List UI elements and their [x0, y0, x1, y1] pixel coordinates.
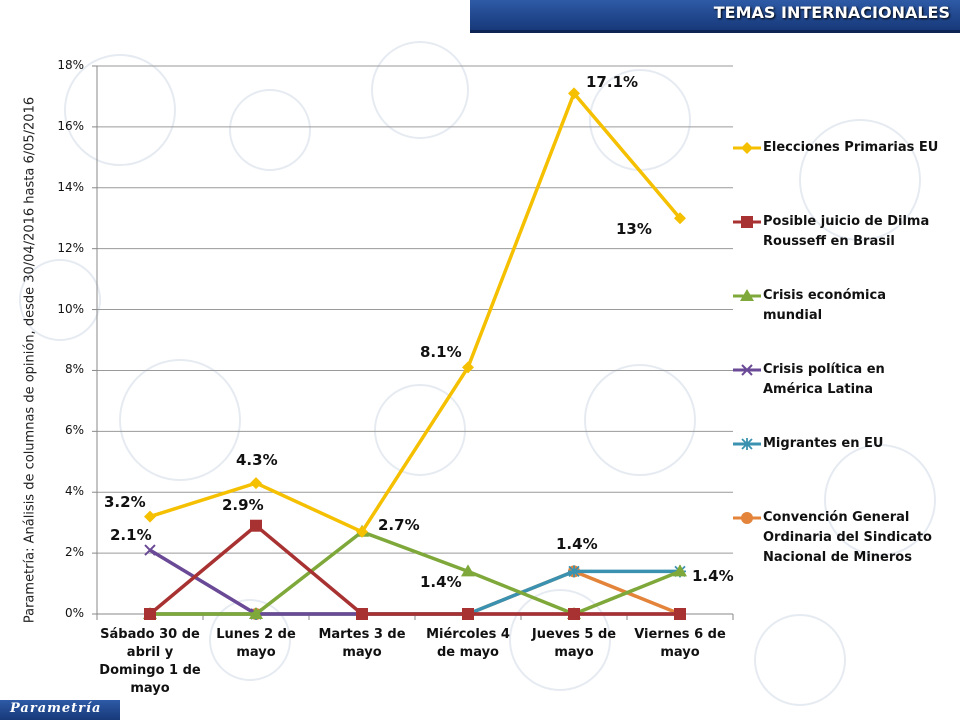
y-tick-label: 8% [64, 362, 84, 377]
watermark-circle [19, 259, 101, 341]
y-tick-label: 14% [57, 179, 84, 194]
watermark-circle [209, 599, 291, 681]
header-banner: TEMAS INTERNACIONALES [470, 0, 960, 33]
data-label: 8.1% [420, 343, 462, 362]
data-label: 1.4% [556, 535, 598, 554]
series-5 [144, 565, 686, 620]
series-line [150, 530, 681, 616]
x-tick-label: Lunes 2 de mayo [216, 627, 296, 660]
data-point [673, 564, 687, 577]
data-point [568, 608, 580, 620]
legend-symbol [741, 364, 753, 376]
data-label: 13% [616, 220, 652, 239]
legend-marker [733, 289, 761, 301]
data-point [356, 608, 368, 620]
x-tick-label: Jueves 5 de mayo [531, 627, 617, 660]
watermark-circle [371, 41, 469, 139]
legend-marker [733, 512, 761, 524]
data-point [674, 608, 686, 620]
data-point [568, 87, 580, 100]
data-point [674, 212, 686, 225]
data-point [568, 565, 580, 578]
x-tick-label: Miércoles 4 de mayo [426, 627, 510, 660]
watermark-circle [824, 444, 936, 556]
legend-marker [733, 216, 761, 228]
y-tick-label: 18% [57, 58, 84, 72]
data-label: 3.2% [104, 492, 146, 511]
legend-label: Convención General Ordinaria del Sindica… [763, 510, 932, 565]
y-tick-label: 12% [57, 240, 84, 255]
legend-symbol [741, 142, 753, 154]
series-0 [144, 87, 686, 538]
legend-label: Posible juicio de Dilma Rousseff en Bras… [763, 214, 930, 249]
legend-label: Crisis política en América Latina [763, 362, 885, 397]
legend-symbol [741, 512, 753, 524]
y-tick-label: 10% [57, 301, 84, 316]
watermark-circle [119, 359, 241, 481]
series-1 [144, 519, 686, 620]
y-tick-label: 0% [64, 606, 84, 620]
data-point [462, 361, 474, 374]
series-4 [144, 565, 686, 620]
data-point [250, 477, 262, 490]
x-tick-label: Martes 3 de mayo [318, 627, 406, 660]
x-tick-label: Sábado 30 de abril y Domingo 1 de mayo [99, 627, 201, 696]
logo-text: Parametría [10, 701, 102, 716]
legend-marker [733, 438, 761, 450]
watermark-circle [799, 119, 921, 241]
series-line [150, 569, 680, 616]
legend-marker [733, 142, 761, 154]
legend-label: Crisis económica mundial [763, 288, 886, 323]
legend-symbol [741, 216, 753, 228]
data-point [249, 607, 263, 619]
y-tick-label: 2% [64, 545, 84, 560]
y-tick-label: 6% [64, 423, 84, 438]
data-label: 17.1% [586, 73, 639, 92]
parametria-logo: Parametría [0, 700, 120, 720]
data-label: 2.1% [110, 526, 152, 545]
data-point [250, 519, 262, 532]
legend-label: Migrantes en EU [763, 436, 884, 451]
series-line [149, 91, 682, 534]
data-point [461, 564, 475, 577]
data-point [356, 525, 368, 538]
legend-symbol [741, 438, 753, 450]
page-title: TEMAS INTERNACIONALES [713, 3, 950, 22]
y-tick-label: 16% [57, 118, 84, 133]
legend-marker [733, 364, 761, 376]
series-line [148, 523, 680, 616]
watermark-circle [584, 364, 696, 476]
legend-label: Elecciones Primarias EU [763, 140, 939, 155]
series-line [150, 569, 681, 616]
data-point [462, 608, 474, 620]
data-label: 1.4% [692, 567, 734, 586]
watermark-circle [509, 589, 611, 691]
y-tick-label: 4% [64, 484, 84, 499]
x-tick-label: Viernes 6 de mayo [634, 627, 726, 660]
watermark-circle [64, 54, 176, 166]
data-point [144, 544, 156, 556]
data-point [144, 608, 156, 620]
watermark-circle [754, 614, 846, 706]
data-label: 2.9% [222, 495, 264, 514]
legend-symbol [740, 289, 754, 301]
watermark-circle [374, 384, 466, 476]
data-label: 2.7% [378, 515, 420, 534]
data-label: 1.4% [420, 573, 462, 592]
data-point [144, 510, 156, 523]
data-label: 4.3% [236, 451, 278, 470]
watermark-circle [229, 89, 311, 171]
